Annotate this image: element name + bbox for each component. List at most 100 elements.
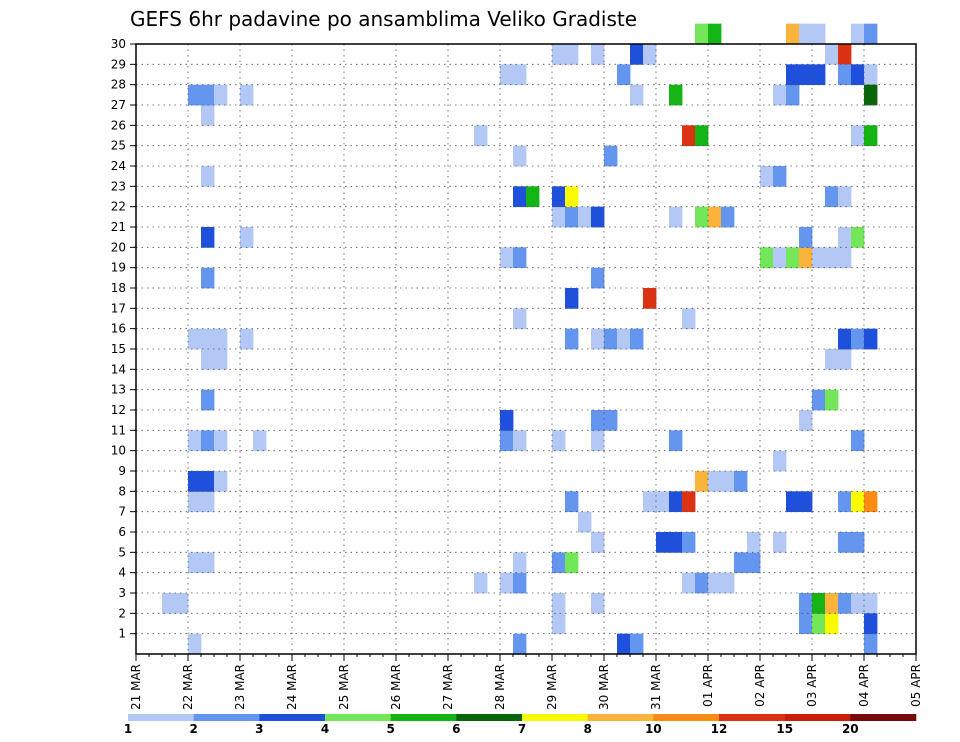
heat-cell (695, 206, 709, 228)
heat-cell (565, 328, 579, 350)
heat-cell (799, 64, 813, 86)
heat-cell (552, 593, 566, 614)
heat-cell (591, 206, 605, 228)
colorbar-label: 8 (584, 722, 592, 736)
heat-cell (513, 145, 527, 167)
heat-cell (812, 23, 826, 45)
heat-cell (721, 206, 735, 228)
x-tick-label: 29 MAR (545, 664, 559, 710)
colorbar-label: 12 (711, 722, 728, 736)
heat-cell (708, 471, 722, 492)
heat-cell (513, 572, 527, 594)
heat-cell (500, 430, 514, 452)
heat-cell (513, 64, 527, 86)
heat-cell (786, 84, 800, 106)
grid-layer (136, 44, 916, 654)
heat-cell (591, 328, 605, 350)
colorbar-label: 4 (321, 722, 329, 736)
heat-cell (201, 389, 215, 411)
heat-cell (812, 247, 826, 269)
heat-cell (851, 328, 865, 350)
heat-cell (799, 227, 813, 248)
heat-cell (851, 532, 865, 553)
heat-cell (864, 613, 878, 635)
y-tick-label: 14 (111, 362, 126, 376)
heat-cell (786, 491, 800, 513)
heat-cell (786, 64, 800, 86)
heat-cell (565, 491, 579, 513)
heat-cell (838, 64, 852, 86)
y-tick-label: 26 (111, 118, 126, 132)
y-tick-label: 4 (118, 566, 126, 580)
cells-layer (162, 23, 878, 655)
heat-cell (721, 471, 735, 492)
colorbar-label: 7 (518, 722, 526, 736)
heat-cell (838, 186, 852, 208)
y-tick-label: 11 (111, 423, 126, 437)
heat-cell (565, 206, 579, 228)
x-tick-label: 05 APR (909, 664, 923, 707)
heat-cell (617, 64, 631, 86)
heat-cell (721, 572, 735, 594)
heat-cell (201, 105, 215, 126)
heat-cell (734, 552, 748, 574)
y-tick-label: 24 (111, 159, 126, 173)
y-tick-label: 30 (111, 37, 126, 51)
heat-cell (565, 288, 579, 309)
colorbar-swatch (128, 714, 194, 721)
y-tick-label: 13 (111, 383, 126, 397)
heat-cell (188, 552, 202, 574)
heat-cell (565, 552, 579, 574)
heat-cell (682, 491, 696, 513)
heat-cell (669, 491, 683, 513)
heat-cell (682, 308, 696, 330)
heat-cell (201, 471, 215, 492)
heat-cell (747, 552, 761, 574)
heat-cell (591, 410, 605, 431)
heat-cell (643, 44, 657, 65)
heat-cell (838, 491, 852, 513)
x-tick-label: 04 APR (857, 664, 871, 707)
heat-cell (591, 532, 605, 553)
colorbar-swatch (784, 714, 851, 721)
y-tick-label: 15 (111, 342, 126, 356)
heat-cell (708, 206, 722, 228)
heat-cell (773, 84, 787, 106)
heat-cell (500, 247, 514, 269)
heat-cell (773, 247, 787, 269)
heat-cell (786, 247, 800, 269)
heat-cell (201, 267, 215, 289)
heat-cell (825, 247, 839, 269)
heat-cell (201, 552, 215, 574)
heat-cell (773, 166, 787, 187)
heat-cell (513, 308, 527, 330)
heat-cell (591, 44, 605, 65)
heat-cell (188, 633, 202, 655)
y-tick-label: 3 (118, 586, 126, 600)
x-tick-label: 31 MAR (649, 664, 663, 710)
heat-cell (500, 572, 514, 594)
heat-cell (851, 23, 865, 45)
heat-cell (630, 328, 644, 350)
colorbar-label: 3 (255, 722, 263, 736)
y-tick-label: 21 (111, 220, 126, 234)
heat-cell (747, 532, 761, 553)
heat-cell (864, 593, 878, 614)
heat-cell (669, 430, 683, 452)
heat-cell (799, 491, 813, 513)
chart-title: GEFS 6hr padavine po ansamblima Veliko G… (130, 7, 637, 31)
heat-cell (799, 247, 813, 269)
heat-cell (773, 450, 787, 472)
colorbar-label: 15 (776, 722, 793, 736)
heat-cell (669, 206, 683, 228)
y-tick-label: 9 (118, 464, 126, 478)
heat-cell (643, 491, 657, 513)
heat-cell (201, 166, 215, 187)
y-tick-label: 7 (118, 505, 126, 519)
colorbar-swatch (325, 714, 391, 721)
heat-cell (838, 227, 852, 248)
y-tick-label: 25 (111, 139, 126, 153)
heat-cell (695, 125, 709, 147)
heat-cell (864, 328, 878, 350)
